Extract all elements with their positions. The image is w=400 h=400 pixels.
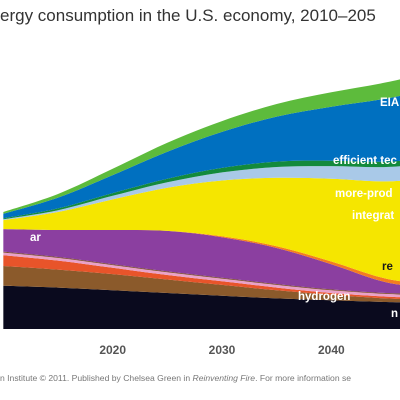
x-axis: 2020 2030 2040 xyxy=(99,343,345,357)
x-tick-2020: 2020 xyxy=(99,343,126,357)
area-more-prod xyxy=(3,160,400,220)
footer-credit: n Institute © 2011. Published by Chelsea… xyxy=(0,373,351,383)
area-efficient-tec xyxy=(3,95,400,219)
chart-areas xyxy=(3,79,400,329)
footer-prefix: n Institute © 2011. Published by Chelsea… xyxy=(0,373,193,383)
band-label-n: n xyxy=(391,308,398,320)
x-tick-2040: 2040 xyxy=(318,343,345,357)
area-band-2 xyxy=(3,266,400,303)
band-label-eia: EIA xyxy=(380,97,399,109)
chart-title: ergy consumption in the U.S. economy, 20… xyxy=(0,6,376,25)
area-band-6 xyxy=(3,229,400,294)
band-label-hydrogen: hydrogen xyxy=(298,291,350,303)
footer-book-title: Reinventing Fire xyxy=(192,373,256,383)
area-hydrogen xyxy=(3,251,400,295)
footer-suffix: . For more information se xyxy=(255,373,352,383)
area-re xyxy=(3,177,400,282)
band-label-ar: ar xyxy=(30,232,41,244)
area-band-3 xyxy=(3,255,400,299)
band-label-integrat: integrat xyxy=(352,210,394,222)
area-eia xyxy=(3,79,400,214)
band-label-efficient-tec: efficient tec xyxy=(333,155,398,167)
area-band-4 xyxy=(3,252,400,298)
area-integrat xyxy=(3,166,400,221)
band-label-more-prod: more-prod xyxy=(335,188,393,200)
chart-band-labels: EIA efficient tec more-prod integrat re hydro… xyxy=(30,97,399,320)
area-band-1 xyxy=(3,285,400,329)
band-label-re: re xyxy=(382,261,393,273)
x-tick-2030: 2030 xyxy=(209,343,236,357)
